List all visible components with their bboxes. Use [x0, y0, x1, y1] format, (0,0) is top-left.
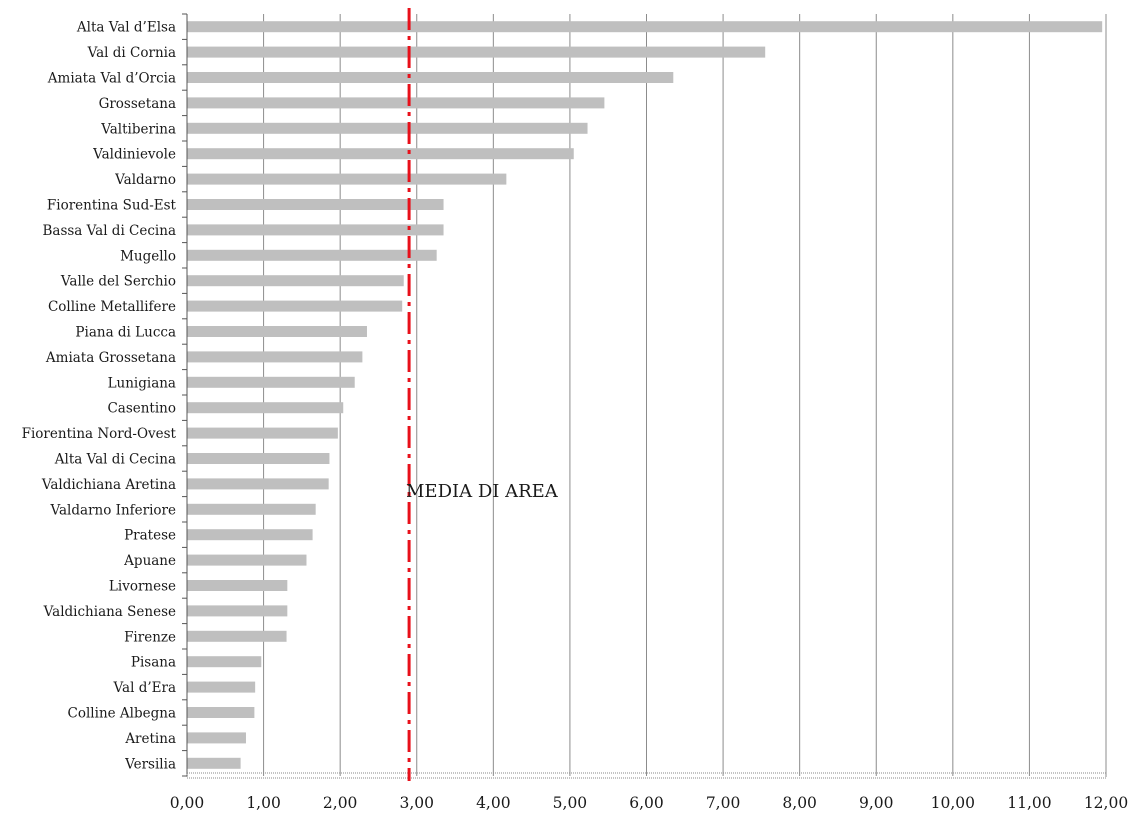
bar — [187, 173, 507, 185]
x-tick-label: 9,00 — [859, 794, 894, 812]
category-label: Colline Albegna — [68, 706, 176, 722]
category-label: Amiata Val d’Orcia — [47, 71, 176, 87]
category-label: Valle del Serchio — [60, 274, 176, 290]
bar — [187, 630, 287, 642]
bar — [187, 199, 444, 210]
category-label: Aretina — [124, 731, 176, 747]
category-label: Valdichiana Senese — [43, 604, 176, 620]
grid-lines — [263, 14, 1107, 776]
bar — [187, 46, 766, 58]
category-label: Apuane — [123, 553, 176, 569]
category-label: Alta Val di Cecina — [54, 452, 176, 468]
category-label: Valtiberina — [100, 121, 176, 137]
category-label: Grossetana — [99, 96, 176, 112]
bar — [187, 478, 329, 490]
category-label: Colline Metallifere — [48, 299, 176, 315]
bar — [187, 275, 404, 287]
x-tick-label: 2,00 — [323, 794, 358, 812]
bars — [187, 21, 1103, 769]
category-label: Firenze — [124, 629, 176, 645]
x-tick-label: 10,00 — [931, 794, 975, 812]
bar — [187, 249, 437, 261]
bar — [187, 376, 355, 388]
x-tick-label: 6,00 — [629, 794, 664, 812]
category-label: Val di Cornia — [87, 45, 176, 61]
category-label: Fiorentina Sud-Est — [47, 198, 177, 214]
bar — [187, 21, 1103, 33]
category-label: Pisana — [131, 655, 176, 671]
bar — [187, 122, 588, 134]
x-tick-label: 8,00 — [782, 794, 817, 812]
bar — [187, 580, 288, 591]
reference-line-label: MEDIA DI AREA — [406, 481, 559, 502]
x-tick-label: 4,00 — [476, 794, 511, 812]
category-label: Alta Val d’Elsa — [76, 20, 176, 36]
bar — [187, 224, 444, 236]
category-label: Valdarno — [114, 172, 176, 188]
bar — [187, 427, 338, 439]
bar — [187, 707, 255, 718]
axes — [182, 13, 1107, 779]
category-label: Lunigiana — [108, 375, 176, 391]
bar — [187, 656, 262, 668]
category-label: Amiata Grossetana — [45, 350, 176, 366]
category-label: Val d’Era — [113, 680, 176, 696]
category-label: Fiorentina Nord-Ovest — [22, 426, 177, 442]
category-label: Piana di Lucca — [75, 325, 176, 341]
bar — [187, 402, 344, 414]
bar — [187, 97, 605, 109]
category-label: Mugello — [120, 248, 176, 264]
bar — [187, 148, 574, 160]
category-label: Livornese — [109, 579, 176, 595]
category-label: Valdichiana Aretina — [41, 477, 176, 493]
category-label: Bassa Val di Cecina — [42, 223, 176, 239]
bar — [187, 554, 307, 566]
category-label: Pratese — [124, 528, 176, 544]
bar — [187, 732, 246, 744]
x-tick-label: 11,00 — [1007, 794, 1051, 812]
x-tick-label: 3,00 — [399, 794, 434, 812]
bar — [187, 72, 674, 83]
bar — [187, 453, 330, 464]
bar — [187, 326, 367, 337]
x-tick-label: 1,00 — [246, 794, 281, 812]
bar — [187, 605, 288, 617]
category-label: Valdinievole — [92, 147, 176, 163]
category-labels: Alta Val d’Elsa Val di Cornia Amiata Val d… — [22, 20, 177, 773]
bar — [187, 681, 256, 693]
x-tick-labels: 0,00 1,00 2,00 3,00 4,00 5,00 6,00 7,00 8,00 9,00… — [170, 794, 1128, 812]
bar — [187, 529, 313, 541]
category-label: Casentino — [107, 401, 176, 417]
x-tick-label: 12,00 — [1084, 794, 1128, 812]
x-tick-label: 5,00 — [553, 794, 588, 812]
bar — [187, 503, 316, 515]
bar — [187, 351, 363, 363]
bar — [187, 300, 403, 312]
category-label: Versilia — [124, 756, 176, 772]
x-tick-label: 0,00 — [170, 794, 205, 812]
category-label: Valdarno Inferiore — [50, 502, 177, 518]
x-tick-label: 7,00 — [706, 794, 741, 812]
bar — [187, 757, 241, 769]
